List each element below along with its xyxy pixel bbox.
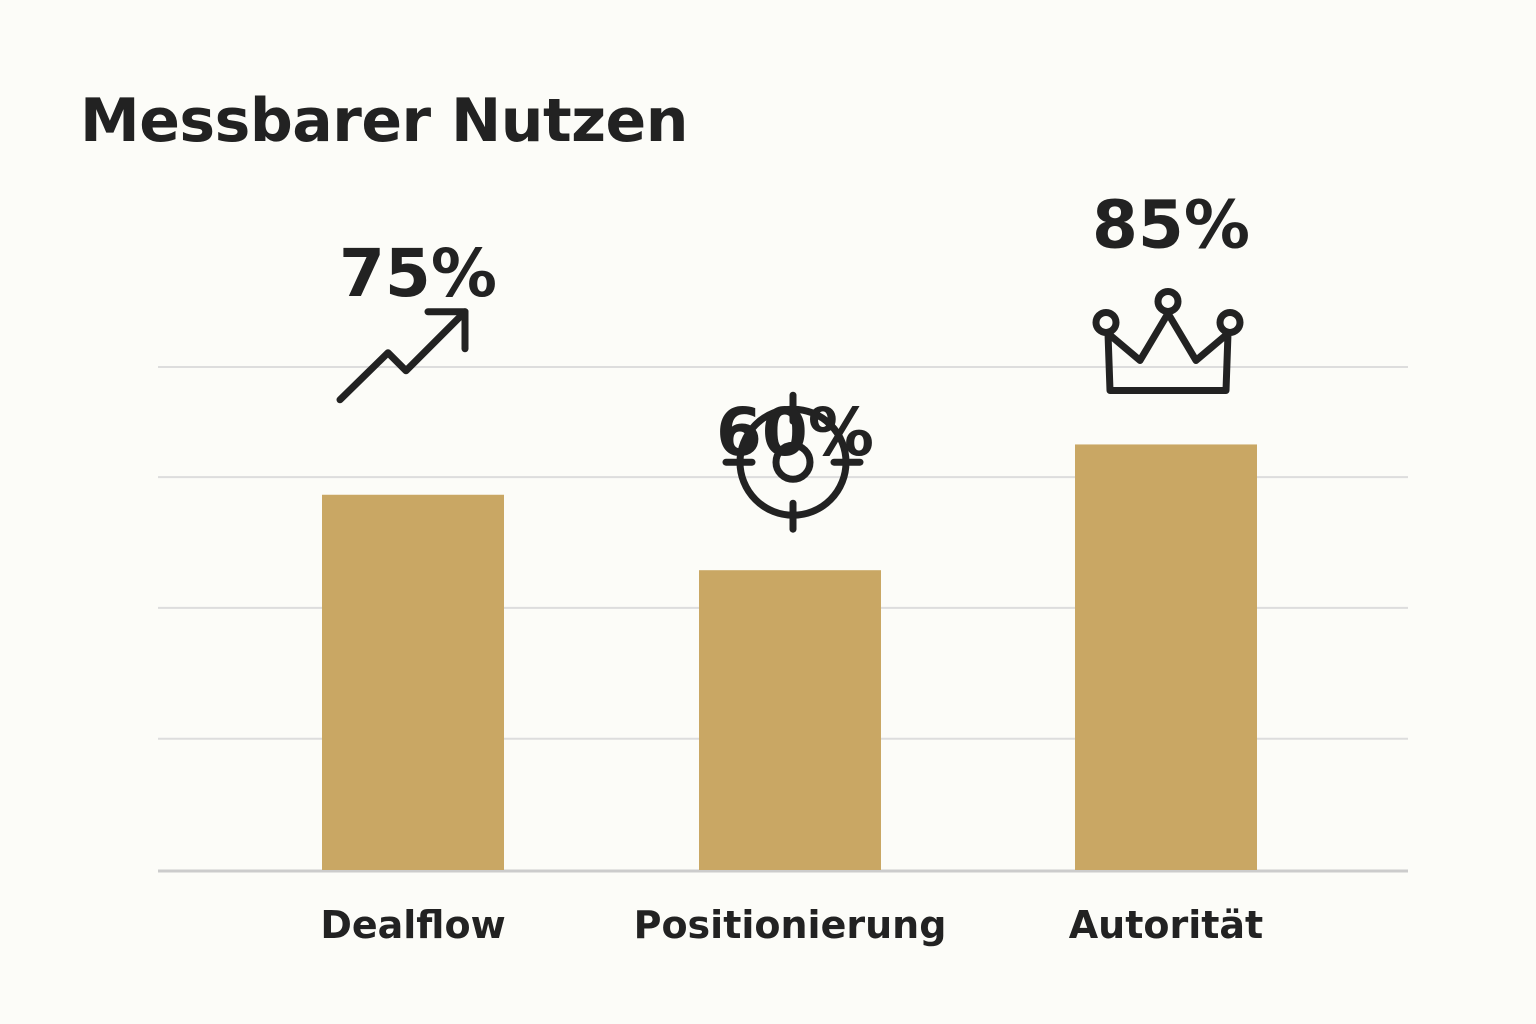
icon-layer [336,287,1244,533]
value-label: 75% [339,235,497,312]
trending-up-icon [336,308,469,404]
value-label: 85% [1092,186,1250,263]
category-label: Positionierung [634,903,947,947]
chart-title: Messbarer Nutzen [80,86,688,156]
category-label: Dealflow [320,903,505,947]
target-icon [722,391,864,533]
category-label: Autorität [1069,903,1263,947]
value-label: 60% [716,394,874,471]
bar-layer [322,444,1257,870]
crown-icon [1092,287,1244,394]
bar-dealflow [322,494,504,870]
bar-positionierung [699,570,881,870]
label-layer: 75% 60% 85% Dealflow Positionierung Autorität [320,186,1263,947]
bar-autorit-t [1075,444,1257,870]
